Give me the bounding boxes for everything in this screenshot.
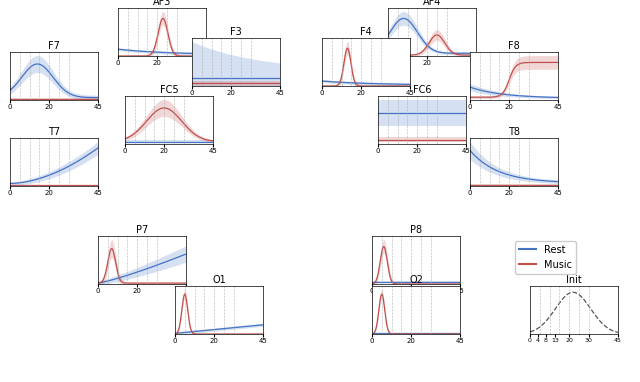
Title: F4: F4 [360, 27, 372, 37]
Legend: Rest, Music: Rest, Music [515, 241, 576, 274]
Title: O1: O1 [212, 275, 226, 285]
Title: P7: P7 [136, 225, 148, 235]
Title: AF3: AF3 [153, 0, 171, 7]
Title: T7: T7 [48, 127, 60, 137]
Title: O2: O2 [409, 275, 423, 285]
Title: P8: P8 [410, 225, 422, 235]
Title: F8: F8 [508, 41, 520, 51]
Title: T8: T8 [508, 127, 520, 137]
Title: F3: F3 [230, 27, 242, 37]
Title: FC5: FC5 [160, 85, 179, 95]
Title: Init: Init [566, 275, 582, 285]
Title: FC6: FC6 [413, 85, 431, 95]
Title: AF4: AF4 [423, 0, 441, 7]
Title: F7: F7 [48, 41, 60, 51]
